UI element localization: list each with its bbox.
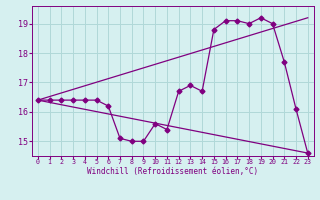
X-axis label: Windchill (Refroidissement éolien,°C): Windchill (Refroidissement éolien,°C): [87, 167, 258, 176]
